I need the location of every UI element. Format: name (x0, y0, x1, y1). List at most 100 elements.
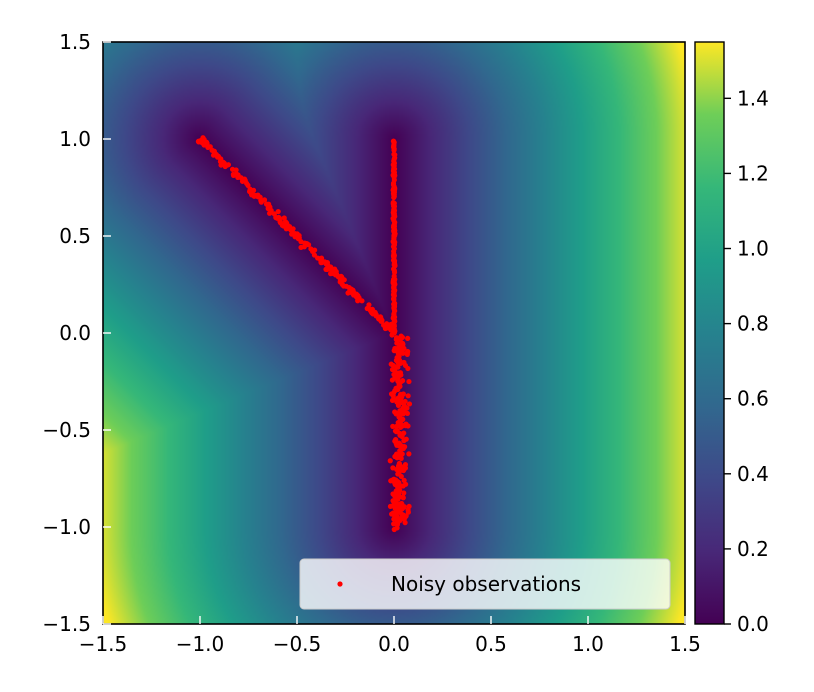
data-point (406, 378, 412, 385)
data-point (332, 272, 339, 278)
data-point (229, 166, 236, 172)
data-point (392, 172, 398, 179)
data-point (295, 236, 301, 242)
data-point (391, 235, 397, 241)
data-point (301, 244, 307, 250)
y-tick-label: −0.5 (42, 418, 91, 442)
data-point (240, 178, 247, 184)
data-point (389, 377, 395, 383)
data-point (392, 409, 398, 415)
data-point (399, 407, 405, 413)
data-point (391, 269, 398, 276)
data-point (400, 416, 406, 422)
x-tick-label: 1.0 (572, 632, 604, 656)
data-point (398, 464, 404, 470)
data-point (391, 248, 397, 254)
data-point (391, 156, 397, 162)
data-point (274, 215, 280, 221)
data-point (391, 161, 397, 167)
data-point (396, 488, 402, 494)
data-point (393, 357, 399, 363)
x-tick-label: −0.5 (273, 632, 322, 656)
colorbar-tick-label: 1.4 (737, 86, 769, 110)
data-point (395, 519, 401, 526)
x-tick-label: −1.0 (176, 632, 225, 656)
data-point (328, 264, 334, 270)
data-point (392, 152, 398, 158)
colorbar-tick-label: 0.2 (737, 537, 769, 561)
data-point (396, 505, 402, 511)
data-point (396, 383, 402, 390)
y-tick-label: 1.0 (59, 127, 91, 151)
data-point (391, 147, 397, 153)
colorbar (694, 41, 725, 625)
data-point (396, 479, 402, 486)
data-point (255, 193, 261, 200)
data-point (396, 380, 402, 386)
data-point (359, 298, 365, 304)
data-point (390, 315, 396, 321)
data-point (390, 423, 396, 429)
data-point (341, 283, 347, 289)
data-point (369, 310, 375, 316)
y-tick-label: 0.0 (59, 321, 91, 345)
data-point (281, 215, 287, 221)
y-tick-label: 1.5 (59, 30, 91, 54)
data-point (215, 153, 222, 159)
data-point (400, 495, 406, 501)
data-point (258, 197, 264, 204)
data-point (332, 266, 338, 272)
colorbar-tick-label: 0.8 (737, 312, 769, 336)
data-point (406, 401, 413, 407)
x-tick-label: 0.5 (475, 632, 507, 656)
data-point (263, 201, 270, 207)
data-point (396, 346, 403, 352)
data-point (286, 224, 293, 230)
x-tick-label: −1.5 (79, 632, 128, 656)
data-point (323, 261, 329, 267)
legend-label: Noisy observations (391, 572, 581, 596)
data-point (398, 424, 404, 430)
data-point (366, 302, 372, 308)
data-point (220, 160, 226, 166)
data-point (396, 469, 402, 475)
data-point (390, 167, 397, 174)
colorbar-tick-label: 1.2 (737, 161, 769, 185)
data-point (198, 137, 204, 144)
data-point (390, 362, 396, 369)
data-point (391, 221, 397, 227)
y-axis: −1.5 −1.0 −0.5 0.0 0.5 1.0 1.5 (42, 30, 111, 636)
data-point (383, 323, 389, 329)
data-point (395, 493, 401, 500)
data-point (401, 490, 407, 496)
data-point (204, 140, 210, 146)
data-point (391, 260, 398, 266)
data-point (234, 171, 240, 177)
data-point (390, 498, 396, 504)
data-point (207, 144, 213, 150)
data-point (405, 423, 411, 429)
data-point (355, 293, 361, 299)
data-point (391, 210, 397, 216)
y-tick-label: −1.0 (42, 515, 91, 539)
data-point (405, 365, 411, 372)
data-point (390, 465, 396, 471)
data-point (399, 334, 406, 341)
data-point (224, 162, 230, 168)
data-point (404, 351, 410, 357)
data-point (392, 480, 398, 486)
data-point (395, 374, 401, 380)
y-tick-label: −1.5 (42, 612, 91, 636)
data-point (378, 314, 384, 321)
data-point (402, 398, 408, 405)
data-point (392, 230, 398, 237)
data-point (394, 399, 400, 405)
colorbar-ticks: 0.0 0.2 0.4 0.6 0.8 1.0 1.2 1.4 (724, 86, 769, 636)
data-point (391, 288, 397, 295)
data-point (292, 230, 298, 237)
data-point (387, 503, 394, 509)
colorbar-tick-label: 0.6 (737, 387, 769, 411)
data-point (318, 258, 324, 264)
legend-box (299, 558, 671, 610)
